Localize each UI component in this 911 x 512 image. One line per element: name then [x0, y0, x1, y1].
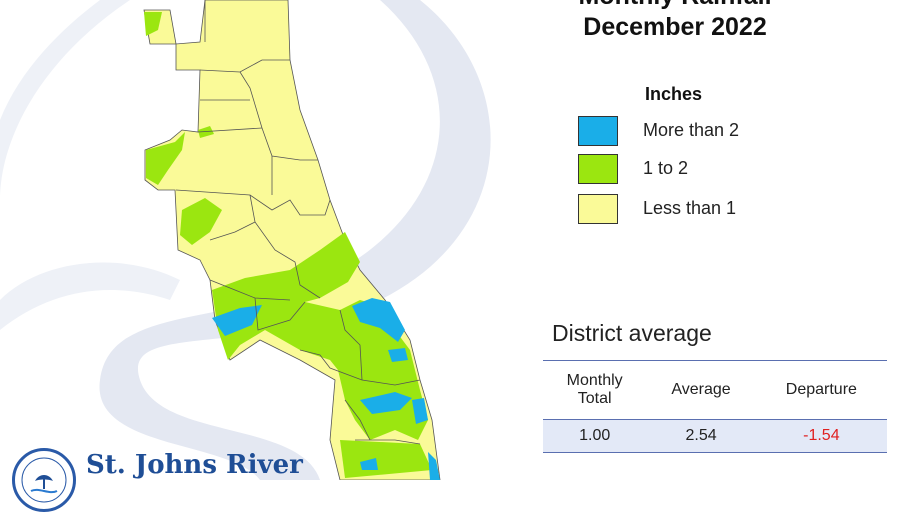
county-boundaries [175, 0, 421, 445]
legend-swatch-green [578, 154, 618, 184]
legend-item-less-than-1: Less than 1 [578, 194, 818, 226]
legend-swatch-blue [578, 116, 618, 146]
district-logo: St. Johns River [8, 440, 338, 512]
legend-label: Less than 1 [643, 198, 737, 218]
header-average: Average [646, 360, 756, 420]
logo-seal-icon [12, 448, 76, 512]
cell-average: 2.54 [646, 419, 756, 453]
table-header-row: Monthly Total Average Departure [543, 360, 887, 420]
district-average-table: Monthly Total Average Departure 1.00 2.5… [543, 360, 887, 453]
legend-label: 1 to 2 [643, 158, 689, 178]
legend-item-1-to-2: 1 to 2 [578, 154, 818, 186]
district-average-title: District average [552, 320, 712, 346]
legend-item-more-than-2: More than 2 [578, 116, 818, 148]
header-monthly-total: Monthly Total [543, 360, 647, 420]
cell-monthly-total: 1.00 [543, 419, 647, 453]
background-swirl [0, 0, 491, 480]
legend-swatch-yellow [578, 194, 618, 224]
cell-departure: -1.54 [755, 419, 887, 453]
header-departure: Departure [755, 360, 887, 420]
legend-title: Inches [645, 84, 703, 104]
map-title-line1: Monthly Rainfall [540, 0, 810, 11]
logo-text: St. Johns River [86, 450, 303, 480]
map-title-line2: December 2022 [583, 13, 767, 41]
legend-label: More than 2 [643, 120, 740, 140]
rainfall-zones-more-than-2 [212, 298, 440, 480]
table-row: 1.00 2.54 -1.54 [543, 419, 887, 453]
map-title: Monthly Rainfall December 2022 [540, 0, 810, 62]
rainfall-map [143, 0, 441, 480]
